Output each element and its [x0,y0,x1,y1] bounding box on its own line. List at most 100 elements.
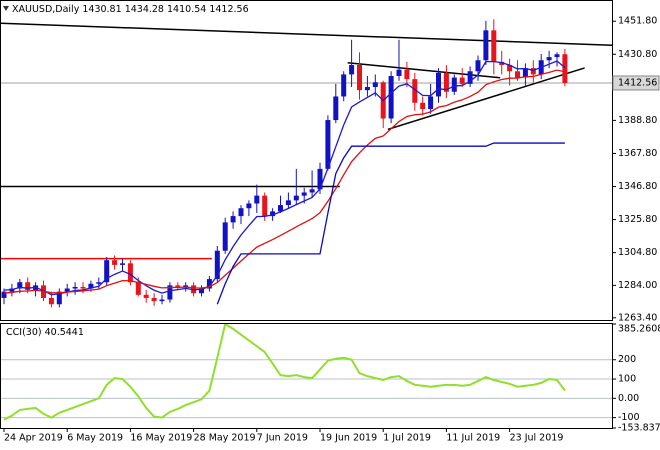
candle-body [254,195,260,204]
y-tick-label: 1451.80 [618,16,657,27]
candle-body [515,71,520,78]
x-tick-label: 28 May 2019 [194,433,256,444]
cci-frame [0,323,613,429]
candle-body [507,64,513,72]
x-tick-label: 24 Apr 2019 [4,433,63,444]
y-tick-label: 1346.80 [618,181,657,192]
trend-line [1,22,612,46]
candle-body [333,96,339,121]
candle-body [364,87,370,91]
price-panel [1,19,612,308]
symbol: XAUUSD,Daily [12,4,80,15]
trend-line [347,62,501,79]
candle-body [388,75,394,119]
candle-body [104,260,110,283]
candle-body [436,72,441,97]
candle-body [270,211,276,217]
candle-body [357,64,362,91]
candle-body [278,205,283,212]
candle-body [17,282,23,289]
candle-body [475,60,481,72]
y-tick-label: 100 [618,374,636,385]
header: XAUUSD,Daily 1430.81 1434.28 1410.54 141… [12,4,249,15]
cci-panel [1,324,612,421]
candle-body [64,288,70,292]
candle-body [443,72,449,92]
candle-body [230,216,236,223]
y-tick-label: 1325.80 [618,214,657,225]
candle-body [25,282,31,291]
candle-body [293,195,299,201]
candle-body [325,120,331,169]
candle-body [262,195,268,217]
x-tick-label: 19 Jun 2019 [320,433,377,444]
candle-body [530,68,536,75]
y-tick-label: 200 [618,354,636,365]
y-tick-label: 1284.00 [618,280,657,291]
candle-body [301,192,307,196]
trend-line [387,67,585,131]
candle-body [143,294,149,298]
candle-body [246,203,252,209]
candle-body [372,82,378,88]
candle-body [285,200,291,206]
candle-body [420,102,426,110]
candle-body [483,30,489,61]
candle-body [238,208,244,217]
low-value: 1410.54 [167,4,206,15]
price-tag [612,75,660,91]
candle-body [120,263,125,265]
candle-body [404,69,410,80]
x-tick-label: 16 May 2019 [130,433,192,444]
high-value: 1434.28 [125,4,164,15]
candle-body [167,285,173,300]
price-frame [0,0,613,321]
overlay-line [216,142,565,305]
y-tick-label: 385.2608 [618,324,660,335]
candle-body [48,297,54,305]
x-tick-label: 23 Jul 2019 [510,433,564,444]
x-tick-label: 7 Jun 2019 [257,433,308,444]
candle-body [222,222,228,251]
candle-body [309,189,315,193]
candle-body [349,64,355,75]
candle-body [199,288,204,294]
candle-body [451,77,457,92]
candle-body [467,71,473,84]
overlay-line [3,60,566,296]
cci-header: CCI(30) 40.5441 [6,327,84,338]
y-tick-label: 1367.80 [618,148,657,159]
candle-body [396,69,402,76]
x-tick-label: 11 Jul 2019 [446,433,500,444]
axes: 1451.80 1430.80 1388.80 1367.80 1346.80 1325.… [3,16,660,444]
y-tick-label: 1388.80 [618,115,657,126]
candle-body [175,285,181,287]
candle-body [72,286,78,289]
candle-body [159,299,165,302]
y-tick-label: 1304.80 [618,247,657,258]
symbol-icon [3,6,9,11]
candle-body [135,282,141,295]
y-tick-label: -100 [618,412,640,423]
candle-body [96,282,102,284]
candle-body [127,263,133,283]
cci-line [3,324,566,421]
x-tick-label: 1 Jul 2019 [383,433,431,444]
candle-body [341,74,347,97]
open-value: 1430.81 [82,4,121,15]
candle-body [206,279,212,289]
candle-body [459,77,465,84]
y-tick-label: 0.00 [618,393,639,404]
y-tick-label: 1263.40 [618,312,657,323]
y-tick-label: 1430.80 [618,49,657,60]
candle-body [554,54,560,58]
candle-body [214,250,220,280]
y-tick-label: -153.8371 [618,423,660,434]
candle-body [412,79,418,103]
candle-body [88,283,94,289]
price-tag-label: 1412.56 [618,77,657,88]
candle-body [183,285,189,287]
cci-title: CCI(30) [6,327,42,338]
